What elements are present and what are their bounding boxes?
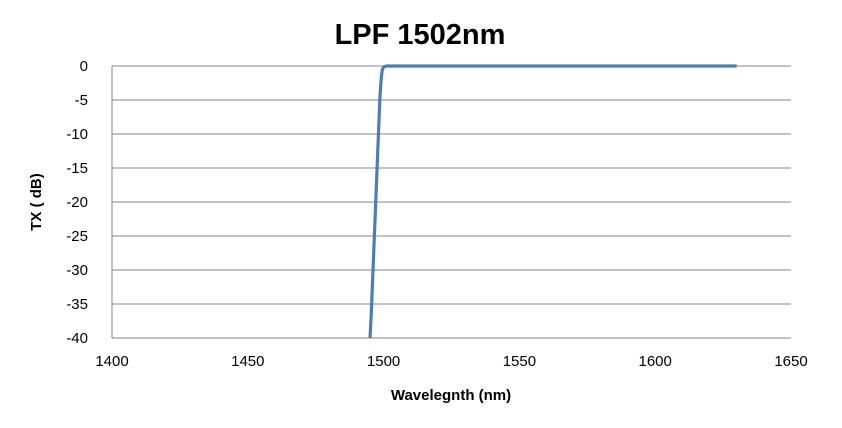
gridlines [112, 65, 791, 305]
y-tick-label: -35 [66, 296, 88, 313]
x-tick-label: 1650 [774, 353, 807, 370]
series-layer [368, 64, 737, 339]
y-tick-label: -15 [66, 160, 88, 177]
series-line [368, 64, 737, 339]
x-tick-label: 1550 [503, 353, 536, 370]
x-tick-label: 1500 [367, 353, 400, 370]
y-tick-label: 0 [80, 58, 88, 75]
y-axis-title: TX ( dB) [28, 173, 45, 231]
x-axis-tick-labels: 1400 1450 1500 1550 1600 1650 [95, 353, 807, 370]
y-tick-label: -10 [66, 126, 88, 143]
y-tick-label: -25 [66, 228, 88, 245]
y-tick-label: -30 [66, 262, 88, 279]
y-tick-label: -20 [66, 194, 88, 211]
y-tick-label: -40 [66, 330, 88, 347]
chart-title: LPF 1502nm [335, 19, 506, 51]
x-tick-label: 1450 [231, 353, 264, 370]
y-axis-tick-labels: 0 -5 -10 -15 -20 -25 -30 -35 -40 [66, 58, 88, 347]
x-tick-label: 1400 [95, 353, 128, 370]
x-axis-title: Wavelegnth (nm) [391, 387, 511, 404]
axes [111, 66, 791, 339]
x-tick-label: 1600 [639, 353, 672, 370]
y-tick-label: -5 [75, 92, 88, 109]
